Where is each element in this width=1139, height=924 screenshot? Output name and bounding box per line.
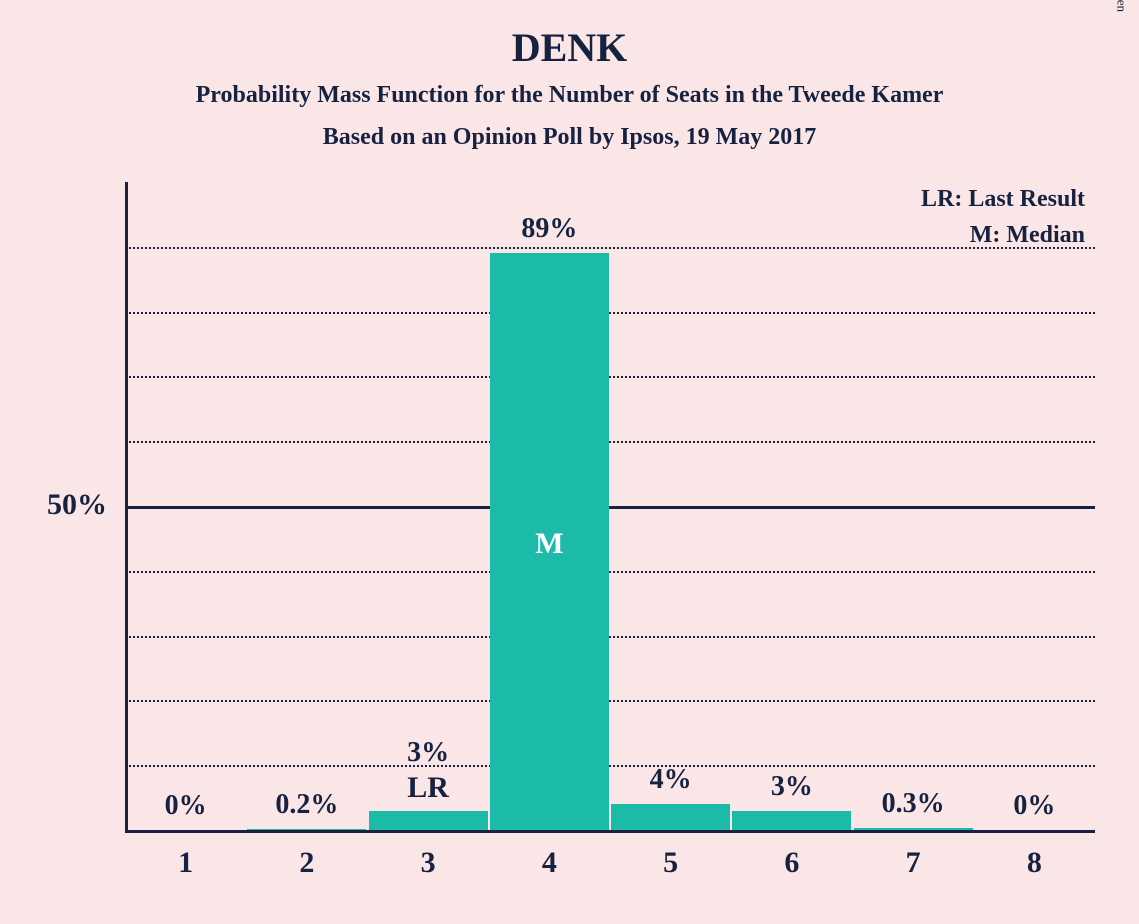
chart-subtitle-1: Probability Mass Function for the Number… (0, 82, 1139, 109)
gridline (125, 441, 1095, 443)
copyright-text: © 2020 Filip van Laenen (1113, 0, 1129, 12)
bar (611, 804, 730, 830)
plot-area: 50%0%10.2%23%LR389%M44%53%60.3%70%8 (125, 182, 1095, 830)
x-axis-tick-label: 8 (975, 846, 1094, 880)
chart-title: DENK (0, 24, 1139, 71)
legend-last-result: LR: Last Result (125, 186, 1085, 213)
bar-value-label: 3% (732, 771, 851, 803)
gridline (125, 312, 1095, 314)
x-axis-tick-label: 6 (732, 846, 851, 880)
x-axis-tick-label: 3 (369, 846, 488, 880)
y-axis (125, 182, 128, 830)
gridline (125, 636, 1095, 638)
gridline (125, 700, 1095, 702)
bar-value-label: 0% (975, 790, 1094, 822)
chart-container: DENK Probability Mass Function for the N… (0, 0, 1139, 924)
bar-value-label: 3% (369, 737, 488, 769)
x-axis (125, 830, 1095, 833)
bar-value-label: 4% (611, 764, 730, 796)
x-axis-tick-label: 4 (490, 846, 609, 880)
x-axis-tick-label: 7 (854, 846, 973, 880)
x-axis-tick-label: 1 (126, 846, 245, 880)
bar-value-label: 0.3% (854, 788, 973, 820)
bar-value-label: 0.2% (247, 789, 366, 821)
x-axis-tick-label: 2 (247, 846, 366, 880)
gridline (125, 765, 1095, 767)
legend-median: M: Median (125, 222, 1085, 249)
x-axis-tick-label: 5 (611, 846, 730, 880)
gridline (125, 376, 1095, 378)
bar (732, 811, 851, 830)
median-marker: M (490, 527, 609, 561)
bar (369, 811, 488, 830)
chart-subtitle-2: Based on an Opinion Poll by Ipsos, 19 Ma… (0, 124, 1139, 151)
y-axis-tick-label: 50% (7, 488, 107, 522)
bar-value-label: 0% (126, 790, 245, 822)
gridline (125, 571, 1095, 573)
last-result-marker: LR (369, 771, 488, 805)
gridline (125, 506, 1095, 509)
